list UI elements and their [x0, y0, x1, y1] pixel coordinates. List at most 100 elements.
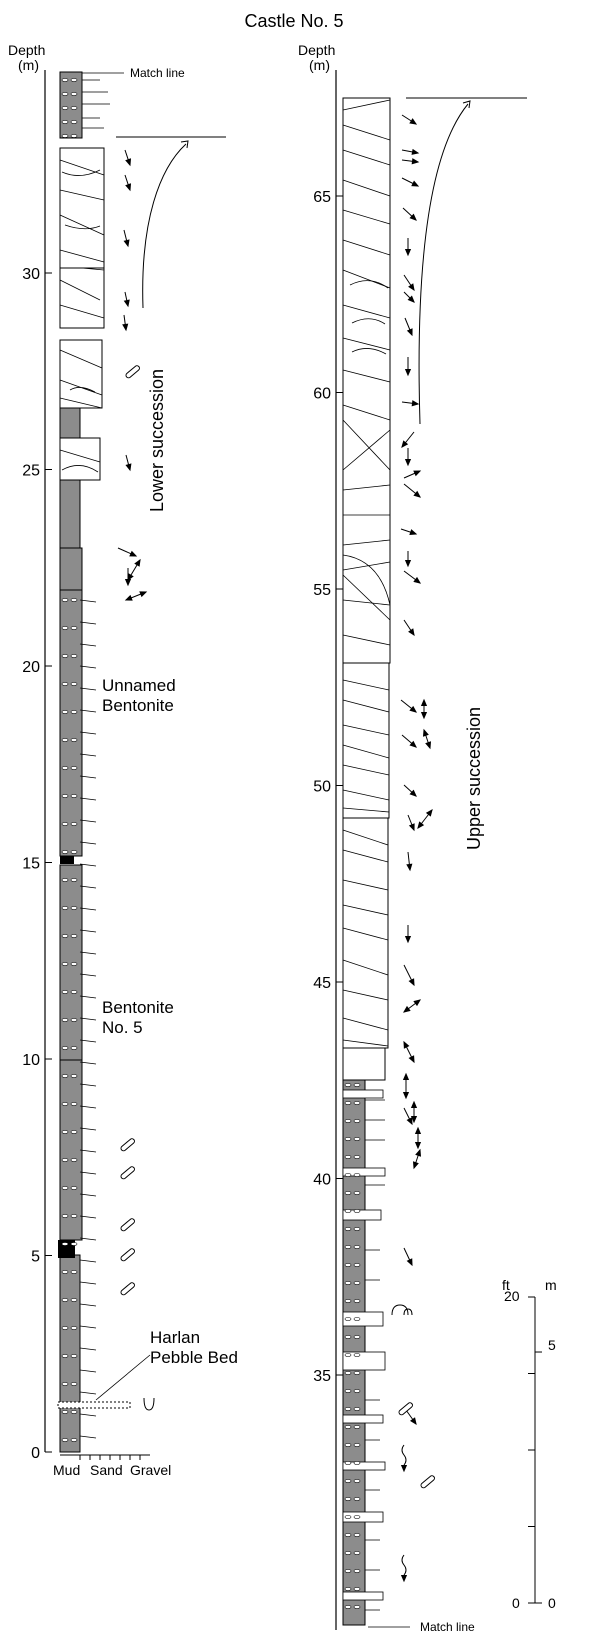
- arrow-head-icon: [403, 1040, 410, 1049]
- arrow-head-icon: [129, 550, 138, 557]
- lens-mark: [344, 1389, 352, 1393]
- lamina-line: [79, 643, 97, 647]
- arrow-head-icon: [408, 1055, 415, 1064]
- lens-mark: [61, 962, 69, 966]
- scale-bar: ft m 20 0 5 0: [502, 1277, 557, 1611]
- arrow-head-icon: [462, 100, 471, 109]
- arrow-head-icon: [404, 458, 412, 467]
- lamina-line: [79, 885, 97, 889]
- lens-mark: [344, 1407, 352, 1411]
- left-depth-label: Depth: [8, 42, 45, 58]
- axis-tick-label: 10: [22, 1052, 40, 1069]
- arrow-head-icon: [409, 118, 418, 125]
- arrow-head-icon: [125, 158, 132, 167]
- axis-tick-label: 60: [313, 386, 331, 403]
- sandstone-bed: [59, 437, 101, 481]
- lens-mark: [61, 822, 69, 826]
- arrow-head-icon: [425, 808, 433, 817]
- lens-mark: [353, 1443, 361, 1447]
- left-column: Depth (m) 0 5 10 15 20 25 30: [8, 42, 238, 1478]
- lamina-line: [79, 1413, 97, 1417]
- lens-mark: [70, 626, 78, 630]
- lens-mark: [344, 1335, 352, 1339]
- lens-mark: [70, 934, 78, 938]
- lens-mark: [70, 850, 78, 854]
- axis-tick-label: 25: [22, 463, 40, 480]
- lens-mark: [353, 1371, 361, 1375]
- lens-mark: [70, 1074, 78, 1078]
- lens-mark: [61, 1382, 69, 1386]
- lens-mark: [70, 1046, 78, 1050]
- right-match-line-label: Match line: [420, 1620, 475, 1634]
- lens-mark: [353, 1335, 361, 1339]
- lamina-line: [79, 1391, 97, 1395]
- unnamed-bentonite-label-1: Unnamed: [102, 676, 176, 695]
- arrow-head-icon: [122, 323, 129, 332]
- axis-tick-label: 0: [31, 1445, 40, 1462]
- lens-mark: [344, 1533, 352, 1537]
- left-match-line-label: Match line: [130, 66, 185, 80]
- arrow-head-icon: [414, 1141, 422, 1150]
- lens-mark: [353, 1173, 361, 1177]
- lens-mark: [344, 1299, 352, 1303]
- lens-mark: [353, 1119, 361, 1123]
- lens-mark: [353, 1551, 361, 1555]
- cross-lamination: [59, 79, 110, 473]
- fining-upward-arrow-icon: [418, 103, 469, 425]
- lens-mark: [61, 850, 69, 854]
- lens-mark: [61, 1102, 69, 1106]
- mudstone-bed: [59, 1059, 83, 1241]
- scale-ft-label: ft: [502, 1277, 510, 1293]
- arrow-head-icon: [139, 591, 148, 598]
- lens-mark: [70, 738, 78, 742]
- lens-mark: [344, 1515, 352, 1519]
- arrow-head-icon: [414, 1126, 422, 1135]
- lamina-line: [79, 863, 97, 867]
- lamina-line: [79, 1083, 97, 1087]
- mudstone-bed: [59, 864, 83, 1061]
- lamina-line: [79, 1215, 97, 1219]
- arrow-head-icon: [413, 470, 422, 477]
- lens-mark: [344, 1281, 352, 1285]
- bentonite-bed-unnamed: [60, 856, 74, 864]
- lens-mark: [61, 1158, 69, 1162]
- arrow-head-icon: [420, 711, 428, 720]
- scale-ft-20: 20: [504, 1288, 520, 1304]
- axis-tick-label: 5: [31, 1249, 40, 1266]
- lens-mark: [353, 1569, 361, 1573]
- lens-mark: [70, 1354, 78, 1358]
- lamina-line: [79, 819, 97, 823]
- axis-tick-label: 55: [313, 582, 331, 599]
- lens-mark: [70, 1242, 78, 1246]
- arrow-head-icon: [411, 400, 420, 407]
- lens-mark: [353, 1425, 361, 1429]
- arrow-head-icon: [413, 490, 421, 498]
- sandstone-bed: [342, 1047, 386, 1081]
- lamina-line: [79, 731, 97, 735]
- lens-mark: [61, 794, 69, 798]
- lens-mark: [61, 1270, 69, 1274]
- arrow-head-icon: [404, 935, 412, 944]
- unnamed-bentonite-label-2: Bentonite: [102, 696, 174, 715]
- lens-mark: [353, 1155, 361, 1159]
- lens-mark: [353, 1209, 361, 1213]
- harlan-leader-line: [95, 1354, 151, 1401]
- scale-m-label: m: [545, 1277, 557, 1293]
- lens-mark: [70, 1298, 78, 1302]
- shell-icon: [120, 1248, 135, 1262]
- lens-mark: [344, 1083, 352, 1087]
- arrow-head-icon: [411, 158, 420, 165]
- lamina-line: [79, 907, 97, 911]
- arrow-head-icon: [409, 529, 418, 536]
- arrow-head-icon: [123, 239, 130, 248]
- lens-mark: [344, 1209, 352, 1213]
- right-depth-label: Depth: [298, 42, 335, 58]
- siderite-lenses: [344, 1083, 361, 1609]
- lamina-line: [79, 709, 97, 713]
- lens-mark: [70, 92, 78, 96]
- arrow-head-icon: [411, 148, 420, 155]
- left-unit-label: (m): [18, 57, 39, 73]
- grain-size-gravel: Gravel: [130, 1462, 171, 1478]
- right-unit-label: (m): [309, 57, 330, 73]
- scale-m-0: 0: [548, 1595, 556, 1611]
